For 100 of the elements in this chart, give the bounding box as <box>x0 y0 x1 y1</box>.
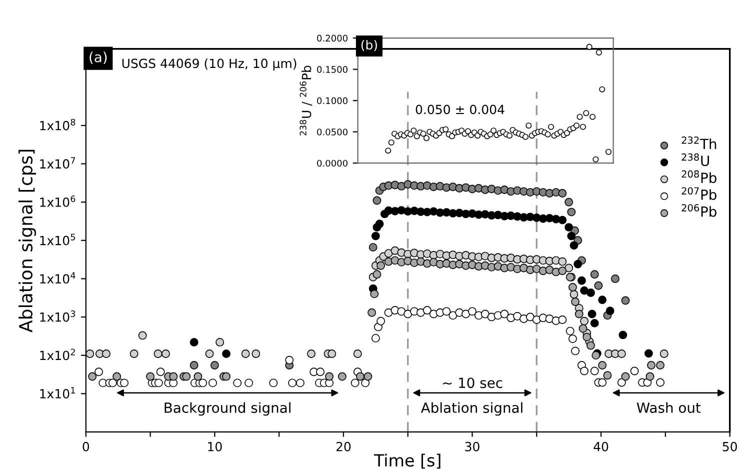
y-tick-label: 1x10$^{4}$ <box>40 272 76 284</box>
annotation: Ablation signal <box>420 402 522 416</box>
point <box>558 266 567 276</box>
y-tick-label: 1x10$^{8}$ <box>40 118 76 130</box>
point <box>241 350 250 358</box>
point <box>564 223 574 232</box>
point <box>594 281 603 290</box>
point <box>368 308 376 317</box>
point <box>252 350 260 358</box>
point <box>397 182 406 190</box>
point <box>205 350 214 358</box>
point <box>590 318 599 328</box>
point <box>371 232 380 240</box>
point <box>364 372 372 381</box>
x-tick-label: 30 <box>465 442 480 452</box>
point <box>146 372 155 381</box>
point <box>375 220 384 228</box>
y-axis-title: Ablation signal [cps] <box>18 150 36 332</box>
point <box>370 290 379 298</box>
y-tick-label: 1x10$^{3}$ <box>40 310 76 322</box>
point <box>328 350 336 358</box>
point <box>384 249 393 258</box>
point <box>574 310 584 318</box>
point <box>580 316 589 326</box>
legend-label: $^{207}$Pb <box>682 187 716 200</box>
annotation: (a) <box>90 52 107 64</box>
point <box>545 266 554 274</box>
legend-label: $^{238}$U <box>682 153 709 166</box>
y-tick-label: 1x10$^{6}$ <box>40 195 76 207</box>
y-tick-label: 1x10$^{7}$ <box>40 157 76 169</box>
point <box>307 350 316 358</box>
annotation: 0.050 ± 0.004 <box>416 104 504 114</box>
point <box>325 372 334 381</box>
text: USGS 44069 (10 Hz, 10 µm) <box>122 58 296 71</box>
point <box>590 270 599 279</box>
point <box>162 350 170 358</box>
point <box>598 296 607 304</box>
y-tick-label: 1x10$^{1}$ <box>40 387 75 398</box>
legend-label: $^{232}$Th <box>682 136 716 150</box>
y-axis-title: $^{238}$U / $^{206}$Pb <box>300 66 312 136</box>
point <box>577 276 586 285</box>
y-tick-label: 0.2000 <box>317 34 348 42</box>
annotation: ~ 10 sec <box>442 378 502 388</box>
point <box>558 257 567 266</box>
point <box>210 361 219 370</box>
point <box>558 216 567 224</box>
point <box>588 310 596 318</box>
x-tick-label: 10 <box>208 442 222 452</box>
x-tick-label: 40 <box>594 442 608 452</box>
legend-label: $^{208}$Pb <box>682 170 716 184</box>
point <box>582 332 592 342</box>
point <box>112 372 122 381</box>
point <box>660 350 668 358</box>
annotation: Background signal <box>164 402 290 416</box>
point <box>646 372 654 381</box>
point <box>618 330 628 340</box>
point <box>138 331 147 340</box>
point <box>338 372 346 381</box>
point <box>567 232 576 240</box>
point <box>567 208 576 216</box>
point <box>194 372 202 381</box>
point <box>390 246 400 255</box>
x-tick-label: 20 <box>336 442 351 452</box>
x-tick-label: 50 <box>722 442 737 452</box>
point <box>570 241 578 250</box>
point <box>610 274 620 283</box>
point <box>644 349 653 358</box>
point <box>169 372 178 381</box>
point <box>88 372 97 381</box>
point <box>621 372 630 381</box>
point <box>102 350 110 358</box>
point <box>190 338 198 346</box>
point <box>190 361 198 370</box>
point <box>130 350 138 358</box>
point <box>356 372 364 381</box>
x-axis-title: Time [s] <box>374 454 440 469</box>
point <box>372 196 382 205</box>
point <box>558 189 567 198</box>
point <box>86 350 94 358</box>
point <box>372 270 382 279</box>
point <box>574 260 582 268</box>
annotation: (b) <box>361 40 377 52</box>
point <box>216 338 224 346</box>
y-tick-label: 0.0500 <box>317 128 348 136</box>
y-tick-label: 1x10$^{5}$ <box>40 234 75 246</box>
point <box>586 288 595 297</box>
point <box>353 350 362 358</box>
point <box>154 350 162 358</box>
point <box>606 306 614 316</box>
point <box>621 296 630 305</box>
point <box>222 372 230 381</box>
y-tick-label: 1x10$^{2}$ <box>40 348 75 360</box>
point <box>564 264 574 272</box>
point <box>598 361 607 370</box>
y-tick-label: 0.0000 <box>317 160 348 167</box>
y-tick-label: 0.1000 <box>317 97 348 104</box>
y-tick-label: 0.1500 <box>317 66 348 73</box>
point <box>182 372 191 381</box>
point <box>617 350 626 358</box>
point <box>532 264 541 274</box>
